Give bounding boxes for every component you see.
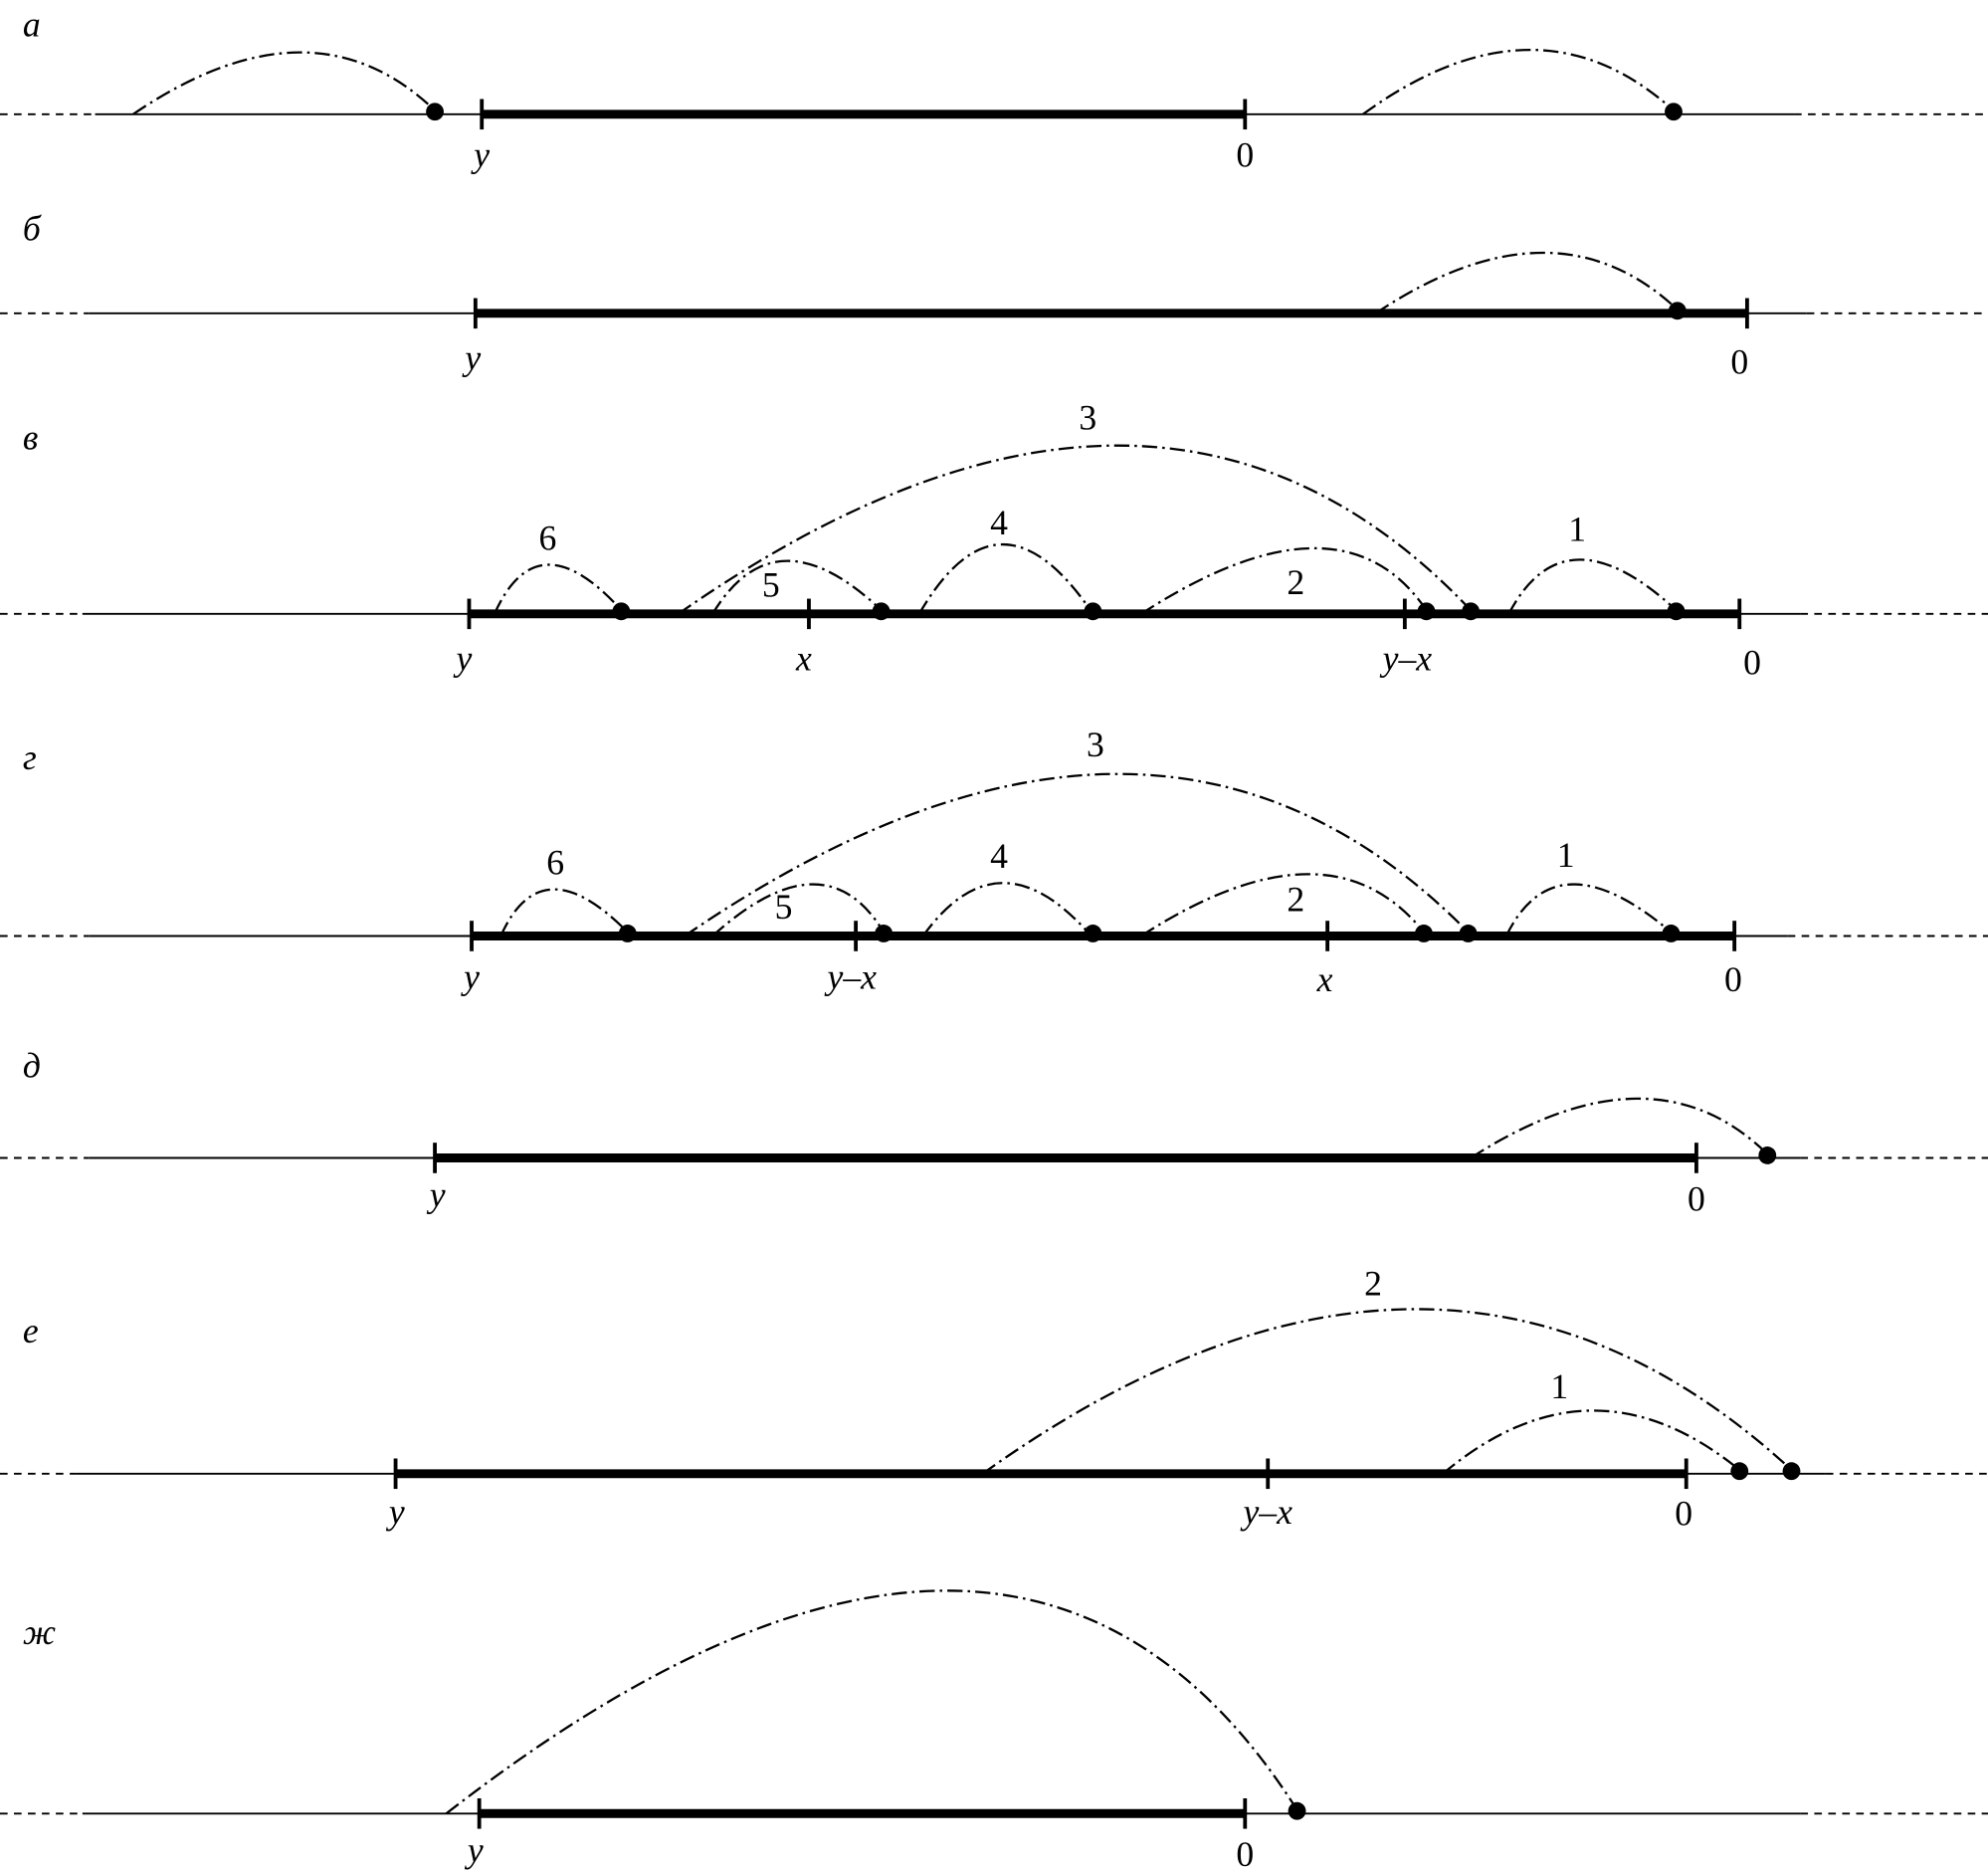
arc-label: 1 <box>1568 509 1586 548</box>
jump-arc <box>684 772 1470 937</box>
point <box>1782 1462 1801 1481</box>
jump-arc <box>1470 1097 1769 1159</box>
tick-label: y <box>462 337 481 377</box>
arc-label: 1 <box>1557 835 1575 875</box>
tick-label: 0 <box>1688 1178 1705 1218</box>
jump-arc <box>1507 558 1678 615</box>
jump-arc <box>499 888 629 936</box>
point <box>1084 925 1102 942</box>
arc-label: 4 <box>990 503 1008 542</box>
arc-label: 2 <box>1287 880 1304 920</box>
point <box>1668 302 1687 320</box>
point <box>1417 602 1436 621</box>
panel-label: г <box>23 737 37 777</box>
tick-label: y–x <box>825 956 878 996</box>
point <box>1665 103 1683 121</box>
jump-arc <box>1140 873 1425 937</box>
point <box>612 602 631 621</box>
jump-arc <box>917 543 1092 615</box>
tick-label: y <box>386 1492 405 1532</box>
tick-label: y–x <box>1240 1492 1292 1532</box>
tick-label: 0 <box>1236 1834 1254 1872</box>
jump-arc <box>1442 1409 1740 1475</box>
arc-label: 4 <box>990 836 1008 876</box>
tick-label: x <box>795 638 812 678</box>
panel-label: е <box>23 1311 39 1351</box>
panel-label: а <box>23 4 41 44</box>
tick-label: y–x <box>1380 638 1433 678</box>
arc-label: 3 <box>1079 397 1096 437</box>
arc-label: 6 <box>546 843 564 883</box>
tick-label: y <box>461 956 480 996</box>
point <box>1084 602 1102 621</box>
jump-arc <box>493 563 623 615</box>
arc-label: 2 <box>1364 1264 1382 1304</box>
jump-arc <box>445 1589 1298 1815</box>
tick-label: y <box>465 1830 484 1870</box>
tick-label: y <box>427 1174 446 1214</box>
point <box>618 925 637 942</box>
tick-label: x <box>1316 959 1333 999</box>
point <box>872 602 891 621</box>
arc-label: 5 <box>775 887 793 927</box>
point <box>426 103 444 121</box>
jump-arc <box>678 444 1472 615</box>
point <box>1288 1801 1306 1820</box>
panel-label: в <box>23 418 38 458</box>
point <box>1415 925 1433 942</box>
panel-label: б <box>23 208 42 248</box>
point <box>1758 1146 1777 1164</box>
tick-label: 0 <box>1743 642 1761 682</box>
tick-label: 0 <box>1730 341 1748 381</box>
jump-arc <box>132 51 436 115</box>
tick-label: 0 <box>1724 959 1742 999</box>
jump-arc <box>1374 251 1679 314</box>
arc-label: 6 <box>539 518 557 557</box>
point <box>1462 602 1481 621</box>
arc-label: 3 <box>1087 725 1104 764</box>
jump-arc <box>711 883 886 937</box>
jump-arc <box>981 1308 1793 1475</box>
panel-label: ж <box>23 1612 56 1652</box>
jump-arc <box>1362 48 1675 115</box>
point <box>1662 925 1681 942</box>
tick-label: y <box>453 638 472 678</box>
jump-arc <box>711 559 883 615</box>
point <box>1667 602 1686 621</box>
point <box>875 925 894 942</box>
tick-label: 0 <box>1236 135 1254 175</box>
arc-label: 5 <box>762 565 780 605</box>
jump-arc <box>1140 546 1428 615</box>
tick-label: y <box>471 135 490 175</box>
arc-label: 2 <box>1287 562 1304 602</box>
arc-label: 1 <box>1550 1366 1568 1406</box>
jump-arc <box>1504 883 1673 937</box>
panel-label: д <box>23 1045 41 1085</box>
point <box>1730 1462 1749 1481</box>
jump-arc <box>921 882 1090 937</box>
point <box>1459 925 1478 942</box>
tick-label: 0 <box>1675 1493 1692 1533</box>
